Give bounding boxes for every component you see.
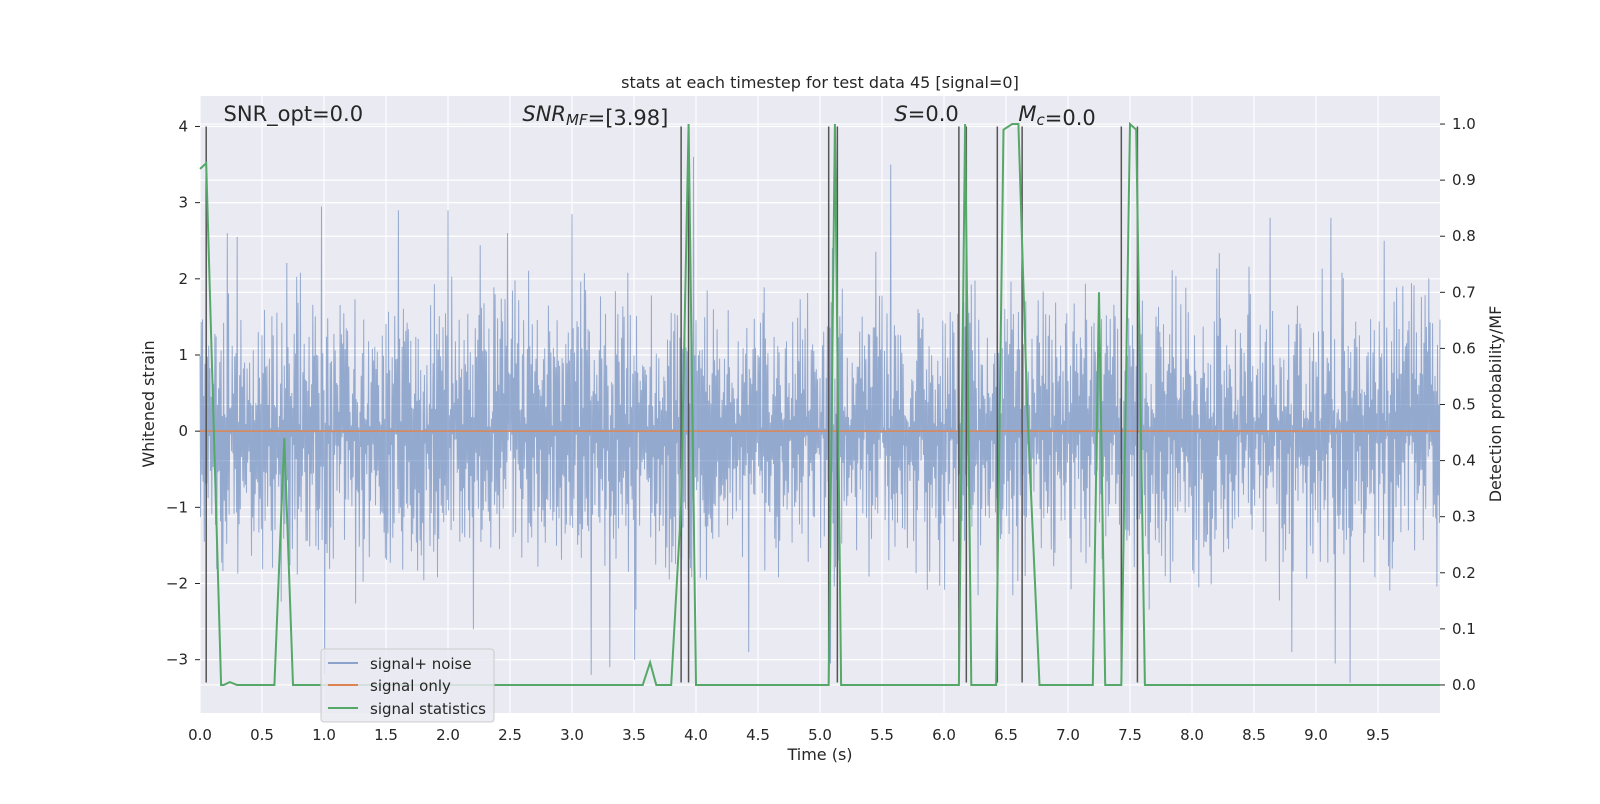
x-axis-label: Time (s) <box>786 745 852 764</box>
x-tick-label: 7.0 <box>1056 726 1080 744</box>
y-tick-label-left: −3 <box>166 651 188 669</box>
annotations-layer: SNR_opt=0.0 SNRMF=[3.98] S=0.0 Mc=0.0 <box>224 102 1096 130</box>
x-tick-label: 0.0 <box>188 726 212 744</box>
y-axis-label-left: Whitened strain <box>139 340 158 467</box>
y-tick-label-left: −2 <box>166 575 188 593</box>
stat-annotation-part: =0.0 <box>908 102 959 126</box>
stat-annotation-part: SNR <box>522 102 566 126</box>
y-tick-label-left: 4 <box>178 117 188 135</box>
stat-annotation-part: =0.0 <box>1045 106 1096 130</box>
x-tick-label: 9.5 <box>1366 726 1390 744</box>
stat-annotation-part: c <box>1037 111 1046 129</box>
legend-label-signal: signal only <box>370 677 451 695</box>
stat-annotation: Mc=0.0 <box>1018 102 1095 130</box>
y-tick-label-left: 3 <box>178 194 188 212</box>
y-tick-label-right: 0.2 <box>1452 564 1476 582</box>
stat-annotation-part: M <box>1018 102 1036 126</box>
stat-annotation-part: =[3.98] <box>588 106 669 130</box>
y-tick-label-right: 0.1 <box>1452 620 1476 638</box>
x-tick-label: 4.5 <box>746 726 770 744</box>
series-signal-statistics-line <box>199 121 1440 686</box>
y-tick-label-right: 0.6 <box>1452 339 1476 357</box>
series-signal-plus-noise-line <box>199 156 1441 683</box>
y-tick-label-left: 2 <box>178 270 188 288</box>
x-tick-label: 2.5 <box>498 726 522 744</box>
stat-annotation: SNR_opt=0.0 <box>224 102 364 127</box>
y-axis-label-right: Detection probability/MF <box>1486 306 1505 503</box>
y-tick-label-right: 0.5 <box>1452 396 1476 414</box>
x-tick-label: 6.0 <box>932 726 956 744</box>
noise-series-layer <box>199 156 1441 683</box>
y-tick-label-right: 1.0 <box>1452 115 1476 133</box>
tick-labels-layer: 0.0 0.5 1.0 1.5 2.0 2.5 3.0 3.5 4.0 4.5 5.0 5.5 6.0 6… <box>166 115 1476 744</box>
stat-annotation-part: SNR_opt=0.0 <box>224 102 364 127</box>
y-tick-label-left: 0 <box>178 422 188 440</box>
x-tick-label: 1.0 <box>312 726 336 744</box>
y-tick-label-right: 0.7 <box>1452 283 1476 301</box>
y-tick-label-left: 1 <box>178 346 188 364</box>
x-tick-label: 4.0 <box>684 726 708 744</box>
y-tick-label-right: 0.0 <box>1452 676 1476 694</box>
chart-title: stats at each timestep for test data 45 … <box>621 73 1019 92</box>
x-tick-label: 6.5 <box>994 726 1018 744</box>
statistics-series-layer <box>199 121 1440 686</box>
legend-label-statistics: signal statistics <box>370 700 486 718</box>
x-tick-label: 3.0 <box>560 726 584 744</box>
legend-label-noise: signal+ noise <box>370 655 472 673</box>
x-tick-label: 7.5 <box>1118 726 1142 744</box>
legend: signal+ noise signal only signal statist… <box>320 648 495 723</box>
stat-annotation: SNRMF=[3.98] <box>522 102 668 130</box>
stat-annotation-part: MF <box>566 111 588 129</box>
x-tick-label: 8.0 <box>1180 726 1204 744</box>
y-tick-label-right: 0.8 <box>1452 227 1476 245</box>
x-tick-label: 2.0 <box>436 726 460 744</box>
y-tick-label-right: 0.9 <box>1452 171 1476 189</box>
x-tick-label: 9.0 <box>1304 726 1328 744</box>
y-tick-label-left: −1 <box>166 498 188 516</box>
legend-box <box>320 648 495 723</box>
y-tick-label-right: 0.4 <box>1452 452 1476 470</box>
x-tick-label: 8.5 <box>1242 726 1266 744</box>
stat-annotation: S=0.0 <box>894 102 958 126</box>
x-tick-label: 5.0 <box>808 726 832 744</box>
x-tick-label: 0.5 <box>250 726 274 744</box>
y-tick-label-right: 0.3 <box>1452 508 1476 526</box>
x-tick-label: 1.5 <box>374 726 398 744</box>
x-tick-label: 5.5 <box>870 726 894 744</box>
x-tick-label: 3.5 <box>622 726 646 744</box>
stat-annotation-part: S <box>894 102 907 126</box>
